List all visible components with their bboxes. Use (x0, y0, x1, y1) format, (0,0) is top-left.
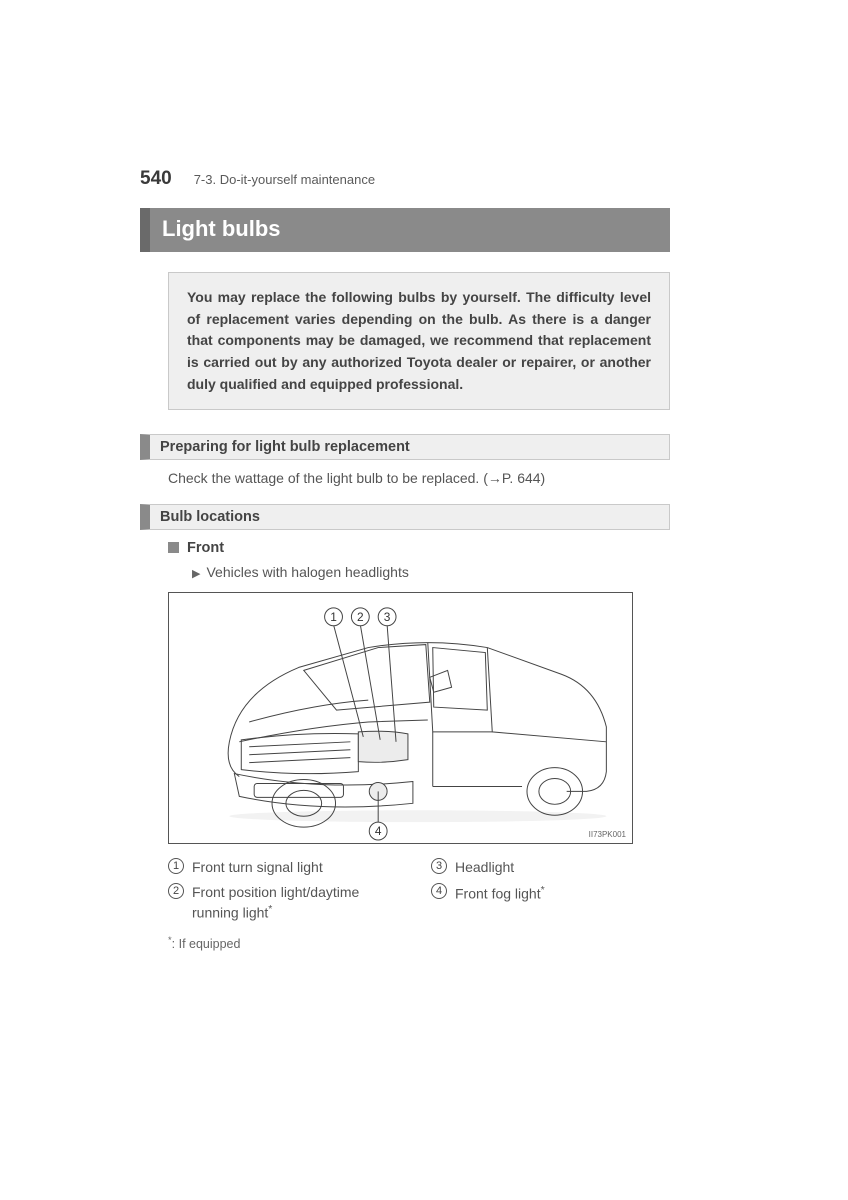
vehicle-diagram: 1 2 3 4 II73PK001 (168, 592, 633, 844)
page-content: 540 7-3. Do-it-yourself maintenance Ligh… (140, 168, 670, 951)
page-reference: →P. 644 (488, 470, 541, 486)
callout-3: 3 (384, 610, 391, 624)
square-bullet-icon (168, 542, 179, 553)
legend-item: 2 Front position light/daytime running l… (168, 883, 407, 922)
legend-number: 3 (431, 858, 447, 874)
legend-number: 2 (168, 883, 184, 899)
legend-item: 3 Headlight (431, 858, 670, 877)
legend-text: Headlight (455, 858, 514, 877)
callout-4: 4 (375, 825, 382, 839)
callout-2: 2 (357, 610, 364, 624)
page-title: Light bulbs (140, 208, 670, 252)
body-text-pre: Check the wattage of the light bulb to b… (168, 470, 488, 486)
subheading-halogen: ▶ Vehicles with halogen headlights (192, 564, 670, 580)
legend-item: 1 Front turn signal light (168, 858, 407, 877)
page-number: 540 (140, 168, 172, 190)
page-header: 540 7-3. Do-it-yourself maintenance (140, 168, 670, 190)
footnote-text: : If equipped (172, 937, 241, 951)
legend-text: Front fog light* (455, 883, 545, 904)
body-text-post: ) (541, 470, 546, 486)
legend-item: 4 Front fog light* (431, 883, 670, 904)
legend: 1 Front turn signal light 2 Front positi… (168, 858, 670, 928)
footnote: *: If equipped (168, 935, 670, 951)
legend-text: Front position light/daytime running lig… (192, 883, 407, 922)
legend-col-left: 1 Front turn signal light 2 Front positi… (168, 858, 407, 928)
footnote-marker-icon: * (268, 903, 272, 915)
figure-code: II73PK001 (589, 830, 626, 839)
legend-number: 1 (168, 858, 184, 874)
chapter-label: 7-3. Do-it-yourself maintenance (194, 172, 375, 187)
subheading-halogen-label: Vehicles with halogen headlights (206, 564, 408, 580)
legend-col-right: 3 Headlight 4 Front fog light* (431, 858, 670, 928)
callout-1: 1 (330, 610, 337, 624)
triangle-bullet-icon: ▶ (192, 567, 200, 580)
vehicle-svg: 1 2 3 4 (169, 593, 632, 843)
intro-box: You may replace the following bulbs by y… (168, 272, 670, 410)
legend-number: 4 (431, 883, 447, 899)
section-locations-head: Bulb locations (140, 504, 670, 530)
legend-text: Front turn signal light (192, 858, 323, 877)
subheading-front: Front (168, 540, 670, 556)
subheading-front-label: Front (187, 540, 224, 556)
section-preparing-body: Check the wattage of the light bulb to b… (168, 470, 670, 486)
footnote-marker-icon: * (541, 884, 545, 896)
section-preparing-head: Preparing for light bulb replacement (140, 434, 670, 460)
